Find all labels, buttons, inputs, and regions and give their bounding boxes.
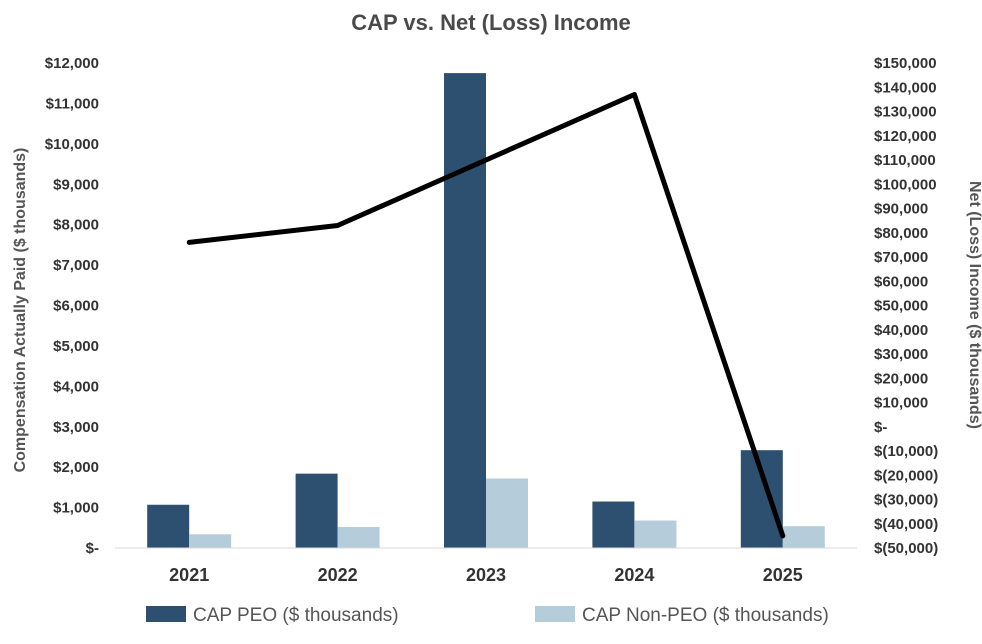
y-axis-right-title: Net (Loss) Income ($ thousands) — [966, 181, 982, 429]
y-tick-label: $4,000 — [53, 378, 99, 395]
y2-tick-label: $50,000 — [874, 298, 928, 315]
bar — [782, 526, 825, 548]
y2-tick-label: $80,000 — [874, 225, 928, 242]
y2-tick-label: $30,000 — [874, 346, 928, 363]
y-axis-left-title: Compensation Actually Paid ($ thousands) — [12, 148, 29, 473]
y2-tick-label: $10,000 — [874, 395, 928, 412]
bar — [295, 473, 338, 548]
y2-tick-label: $90,000 — [874, 201, 928, 218]
y-tick-label: $7,000 — [53, 257, 99, 274]
chart-title: CAP vs. Net (Loss) Income — [351, 10, 631, 35]
y-tick-label: $10,000 — [45, 136, 99, 153]
y2-tick-label: $40,000 — [874, 322, 928, 339]
y2-tick-label: $20,000 — [874, 370, 928, 387]
bar — [592, 501, 635, 548]
bar — [740, 450, 783, 548]
y2-tick-label: $110,000 — [874, 152, 936, 169]
x-tick-label: 2024 — [614, 565, 654, 585]
bar — [486, 478, 528, 548]
y2-tick-label: $130,000 — [874, 104, 937, 121]
y2-tick-label: $(10,000) — [874, 443, 938, 460]
legend-label: CAP Non-PEO ($ thousands) — [582, 605, 829, 626]
y-tick-label: $12,000 — [45, 55, 99, 72]
y2-tick-label: $(20,000) — [874, 467, 938, 484]
y-tick-label: $3,000 — [53, 419, 99, 436]
y2-tick-label: $100,000 — [874, 176, 937, 193]
y-tick-label: $6,000 — [53, 298, 99, 315]
bar — [147, 504, 190, 548]
legend: CAP PEO ($ thousands) CAP Non-PEO ($ thou… — [146, 605, 829, 626]
y2-tick-label: $120,000 — [874, 128, 937, 145]
legend-swatch — [535, 606, 575, 622]
y2-tick-label: $70,000 — [874, 249, 928, 266]
y-tick-label: $5,000 — [53, 338, 99, 355]
bar — [189, 534, 232, 548]
y-tick-label: $8,000 — [53, 217, 99, 234]
bar — [337, 526, 380, 548]
y2-tick-label: $(30,000) — [874, 492, 938, 509]
legend-label: CAP PEO ($ thousands) — [193, 605, 399, 626]
bar — [634, 520, 677, 548]
x-tick-label: 2025 — [763, 565, 803, 585]
y-tick-label: $1,000 — [53, 500, 99, 517]
y2-tick-label: $140,000 — [874, 79, 937, 96]
y-tick-label: $9,000 — [53, 176, 99, 193]
y-tick-label: $11,000 — [46, 95, 99, 112]
x-tick-label: 2021 — [169, 565, 209, 585]
y2-tick-label: $150,000 — [874, 55, 937, 72]
y2-tick-label: $(40,000) — [874, 516, 938, 533]
net-income-line — [186, 92, 786, 539]
y2-tick-label: $- — [874, 419, 887, 436]
x-tick-label: 2023 — [466, 565, 506, 585]
bar — [444, 73, 486, 549]
legend-swatch — [146, 606, 186, 622]
plot-area: $- $1,000 $2,000 $3,000 $4,000 $5,000 $6,000 $7… — [45, 55, 938, 585]
x-tick-label: 2022 — [318, 565, 358, 585]
y2-tick-label: $(50,000) — [874, 540, 938, 557]
y-tick-label: $- — [86, 540, 99, 557]
y2-tick-label: $60,000 — [874, 273, 928, 290]
y-tick-label: $2,000 — [53, 459, 99, 476]
